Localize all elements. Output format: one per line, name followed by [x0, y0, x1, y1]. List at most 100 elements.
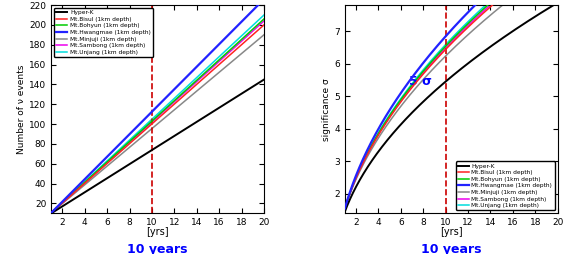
Mt.Bohyun (1km depth): [456, 30, 463, 33]
Mt.Bohyun (1km depth): [261, 18, 267, 21]
Line: Mt.Unjang (1km depth): Mt.Unjang (1km depth): [345, 0, 558, 209]
Mt.Bisul (1km depth): [341, 207, 348, 210]
Hyper-K: [48, 212, 55, 215]
Mt.Unjang (1km depth): [444, 41, 451, 44]
Mt.Bisul (1km depth): [444, 46, 451, 49]
Mt.Bohyun (1km depth): [175, 96, 182, 99]
Line: Mt.Bohyun (1km depth): Mt.Bohyun (1km depth): [345, 0, 558, 209]
Hyper-K: [261, 78, 267, 81]
Mt.Sambong (1km depth): [150, 119, 157, 122]
Mt.Bohyun (1km depth): [163, 106, 170, 109]
Mt.Sambong (1km depth): [443, 46, 450, 49]
Text: 5 σ: 5 σ: [409, 75, 431, 88]
Mt.Hwangmae (1km depth): [456, 19, 463, 22]
Legend: Hyper-K, Mt.Bisul (1km depth), Mt.Bohyun (1km depth), Mt.Hwangmae (1km depth), M: Hyper-K, Mt.Bisul (1km depth), Mt.Bohyun…: [456, 162, 555, 211]
Line: Mt.Minjuji (1km depth): Mt.Minjuji (1km depth): [51, 35, 264, 213]
Text: 10 years: 10 years: [421, 243, 481, 254]
Mt.Unjang (1km depth): [149, 117, 156, 120]
Line: Hyper-K: Hyper-K: [345, 3, 558, 212]
Mt.Hwangmae (1km depth): [222, 36, 229, 39]
Mt.Sambong (1km depth): [163, 107, 170, 110]
Mt.Minjuji (1km depth): [222, 65, 229, 68]
Mt.Unjang (1km depth): [255, 18, 262, 21]
Mt.Minjuji (1km depth): [468, 30, 475, 33]
Hyper-K: [468, 59, 475, 62]
Mt.Sambong (1km depth): [175, 97, 182, 100]
Hyper-K: [222, 102, 229, 105]
Mt.Bohyun (1km depth): [149, 119, 156, 122]
Mt.Unjang (1km depth): [456, 28, 463, 31]
Mt.Unjang (1km depth): [175, 93, 182, 97]
Mt.Unjang (1km depth): [48, 211, 55, 214]
Mt.Bohyun (1km depth): [222, 52, 229, 55]
Mt.Minjuji (1km depth): [150, 126, 157, 129]
Mt.Hwangmae (1km depth): [163, 96, 170, 99]
Mt.Bisul (1km depth): [48, 211, 55, 214]
Mt.Sambong (1km depth): [456, 32, 463, 35]
Line: Mt.Hwangmae (1km depth): Mt.Hwangmae (1km depth): [51, 0, 264, 213]
Hyper-K: [175, 132, 182, 135]
Mt.Bisul (1km depth): [443, 48, 450, 51]
Mt.Bohyun (1km depth): [341, 207, 348, 210]
Line: Mt.Unjang (1km depth): Mt.Unjang (1km depth): [51, 15, 264, 213]
Hyper-K: [341, 210, 348, 213]
Mt.Minjuji (1km depth): [341, 207, 348, 210]
Line: Mt.Sambong (1km depth): Mt.Sambong (1km depth): [51, 21, 264, 213]
Mt.Hwangmae (1km depth): [468, 7, 475, 10]
Hyper-K: [549, 4, 556, 7]
Mt.Hwangmae (1km depth): [341, 207, 348, 210]
Mt.Bisul (1km depth): [222, 57, 229, 60]
Mt.Hwangmae (1km depth): [150, 108, 157, 112]
Mt.Minjuji (1km depth): [261, 33, 267, 36]
Legend: Hyper-K, Mt.Bisul (1km depth), Mt.Bohyun (1km depth), Mt.Hwangmae (1km depth), M: Hyper-K, Mt.Bisul (1km depth), Mt.Bohyun…: [54, 8, 153, 57]
Mt.Bisul (1km depth): [175, 100, 182, 103]
Line: Mt.Bisul (1km depth): Mt.Bisul (1km depth): [51, 25, 264, 213]
Mt.Bisul (1km depth): [456, 34, 463, 37]
Mt.Hwangmae (1km depth): [175, 84, 182, 87]
Mt.Sambong (1km depth): [222, 54, 229, 57]
Mt.Bisul (1km depth): [261, 23, 267, 26]
Mt.Hwangmae (1km depth): [443, 35, 450, 38]
Mt.Sambong (1km depth): [341, 207, 348, 210]
Mt.Minjuji (1km depth): [175, 105, 182, 108]
X-axis label: [yrs]: [yrs]: [146, 227, 169, 237]
Line: Hyper-K: Hyper-K: [51, 80, 264, 213]
Mt.Bisul (1km depth): [163, 110, 170, 113]
X-axis label: [yrs]: [yrs]: [440, 227, 463, 237]
Mt.Sambong (1km depth): [468, 21, 475, 24]
Mt.Minjuji (1km depth): [456, 41, 463, 44]
Hyper-K: [554, 1, 561, 4]
Mt.Bisul (1km depth): [468, 22, 475, 25]
Mt.Hwangmae (1km depth): [444, 33, 451, 36]
Hyper-K: [444, 79, 451, 82]
Mt.Bisul (1km depth): [255, 28, 262, 31]
Hyper-K: [149, 148, 156, 151]
Mt.Sambong (1km depth): [149, 120, 156, 123]
Mt.Bisul (1km depth): [150, 121, 157, 124]
Mt.Minjuji (1km depth): [443, 54, 450, 57]
Mt.Unjang (1km depth): [150, 116, 157, 119]
Mt.Unjang (1km depth): [261, 13, 267, 17]
Line: Mt.Bohyun (1km depth): Mt.Bohyun (1km depth): [51, 19, 264, 213]
Mt.Minjuji (1km depth): [149, 127, 156, 130]
Mt.Unjang (1km depth): [341, 207, 348, 210]
Hyper-K: [443, 80, 450, 83]
Line: Mt.Hwangmae (1km depth): Mt.Hwangmae (1km depth): [345, 0, 558, 209]
Hyper-K: [163, 139, 170, 142]
Hyper-K: [516, 25, 523, 28]
Y-axis label: Number of ν events: Number of ν events: [17, 65, 26, 154]
Mt.Hwangmae (1km depth): [149, 110, 156, 113]
Mt.Bisul (1km depth): [149, 122, 156, 125]
Mt.Bohyun (1km depth): [48, 211, 55, 214]
Mt.Unjang (1km depth): [443, 43, 450, 46]
Mt.Sambong (1km depth): [444, 45, 451, 48]
Mt.Unjang (1km depth): [222, 49, 229, 52]
Mt.Minjuji (1km depth): [255, 38, 262, 41]
Line: Mt.Minjuji (1km depth): Mt.Minjuji (1km depth): [345, 0, 558, 209]
Line: Mt.Sambong (1km depth): Mt.Sambong (1km depth): [345, 0, 558, 209]
Mt.Sambong (1km depth): [255, 24, 262, 27]
Line: Mt.Bisul (1km depth): Mt.Bisul (1km depth): [345, 0, 558, 209]
Mt.Sambong (1km depth): [48, 211, 55, 214]
Mt.Hwangmae (1km depth): [255, 3, 262, 6]
Mt.Hwangmae (1km depth): [48, 211, 55, 214]
